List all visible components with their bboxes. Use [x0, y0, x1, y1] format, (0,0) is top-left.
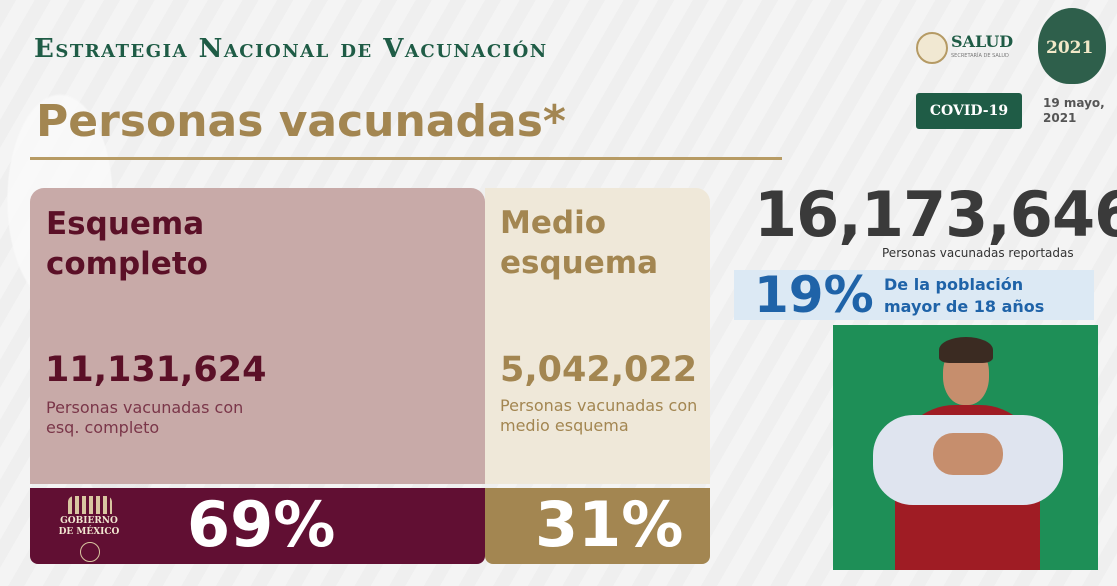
complete-count: 11,131,624	[45, 350, 267, 390]
half-percent: 31%	[535, 488, 684, 561]
panel-esquema-completo: Esquema completo 11,131,624 Personas vac…	[30, 188, 485, 484]
interpreter-hands	[933, 433, 1003, 475]
salud-logo-text: SALUD	[951, 32, 1014, 51]
sign-language-interpreter-video	[833, 325, 1098, 570]
page-subtitle: Personas vacunadas*	[36, 96, 566, 147]
page-title: Estrategia Nacional de Vacunación	[34, 34, 548, 64]
emblem-year: 2021	[1046, 38, 1094, 58]
population-percent: 19%	[754, 266, 874, 324]
covid-badge: COVID-19	[916, 93, 1022, 129]
eagle-seal-icon	[80, 542, 100, 562]
complete-caption: Personas vacunadas con esq. completo	[46, 398, 244, 437]
total-caption: Personas vacunadas reportadas	[882, 246, 1074, 260]
total-vaccinated: 16,173,646	[754, 178, 1117, 251]
salud-seal-icon	[916, 32, 948, 64]
interpreter-hair	[939, 337, 993, 363]
population-text: De la población mayor de 18 años	[884, 275, 1045, 316]
population-box: 19% De la población mayor de 18 años	[734, 266, 1094, 324]
divider	[30, 157, 782, 160]
gobierno-de-mexico-logo: GOBIERNO DE MÉXICO	[54, 496, 124, 562]
half-count: 5,042,022	[500, 350, 698, 390]
complete-percent-bar: GOBIERNO DE MÉXICO 69%	[30, 488, 485, 564]
heroes-icon	[68, 496, 112, 514]
salud-logo-subtext: SECRETARÍA DE SALUD	[951, 53, 1009, 59]
gobierno-logo-text: GOBIERNO DE MÉXICO	[58, 516, 120, 537]
complete-percent: 69%	[187, 488, 336, 561]
half-percent-bar: 31%	[485, 488, 710, 564]
panel-heading-half: Medio esquema	[500, 205, 658, 281]
panel-heading-complete: Esquema completo	[46, 206, 208, 282]
mexico-2021-emblem-icon	[1038, 8, 1106, 84]
panel-medio-esquema: Medio esquema 5,042,022 Personas vacunad…	[485, 188, 710, 484]
half-caption: Personas vacunadas con medio esquema	[500, 396, 698, 435]
report-date: 19 mayo, 2021	[1043, 96, 1105, 125]
